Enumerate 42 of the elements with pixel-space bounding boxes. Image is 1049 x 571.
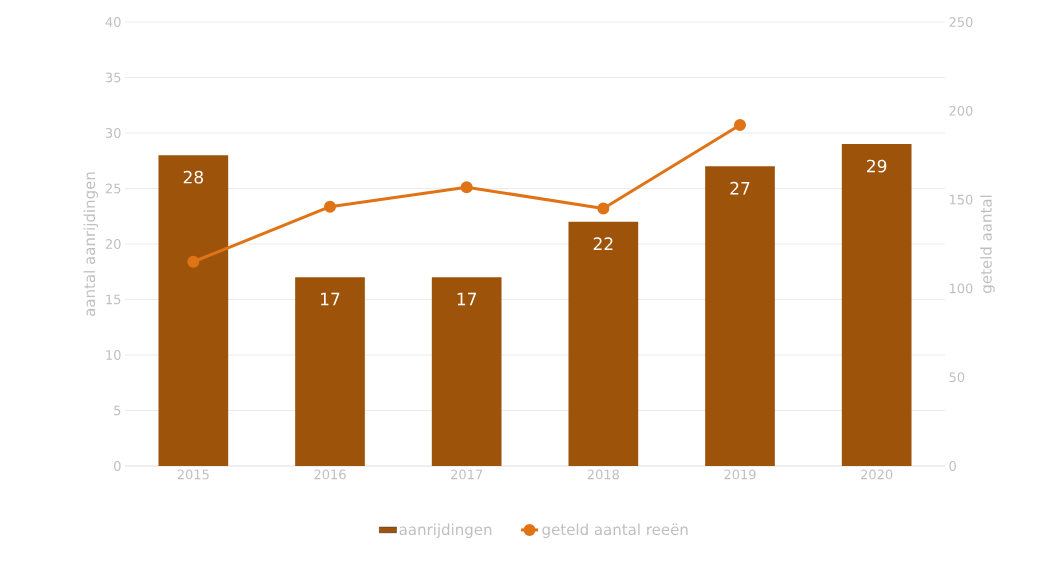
data-label: 22 bbox=[593, 237, 613, 250]
data-label: 17 bbox=[321, 292, 340, 306]
bar bbox=[158, 155, 229, 466]
y-tick-label: 35 bbox=[105, 72, 121, 83]
x-tick-label: 2019 bbox=[724, 469, 756, 480]
y2-tick-label: 150 bbox=[949, 194, 973, 205]
bar bbox=[705, 166, 775, 466]
y-tick-label: 15 bbox=[106, 294, 121, 305]
point bbox=[187, 255, 200, 268]
x-tick-label: 2018 bbox=[587, 469, 619, 480]
legend-label: geteld aantal reeën bbox=[542, 523, 688, 538]
y2-tick-label: 0 bbox=[949, 461, 956, 471]
bar bbox=[431, 277, 502, 466]
y-tick-label: 0 bbox=[114, 461, 121, 471]
data-label: 27 bbox=[730, 181, 750, 195]
data-label: 28 bbox=[183, 170, 203, 184]
point bbox=[597, 202, 610, 215]
legend-label: aanrijdingen bbox=[399, 523, 492, 538]
data-label: 29 bbox=[867, 159, 887, 173]
data-label: 17 bbox=[457, 292, 477, 306]
y-tick-label: 10 bbox=[106, 350, 121, 360]
y-axis-title: aantal aanrijdingen bbox=[83, 172, 99, 316]
x-tick-label: 2017 bbox=[451, 469, 483, 480]
y2-tick-label: 200 bbox=[949, 105, 973, 116]
point bbox=[734, 119, 746, 132]
bar bbox=[568, 221, 639, 466]
y-tick-label: 25 bbox=[105, 183, 121, 194]
y-tick-label: 30 bbox=[105, 128, 121, 138]
y2-tick-label: 50 bbox=[949, 372, 965, 383]
x-tick-label: 2020 bbox=[861, 469, 893, 480]
bar bbox=[841, 144, 912, 466]
y2-axis-title: geteld aantal bbox=[980, 195, 995, 293]
y2-tick-label: 100 bbox=[949, 283, 973, 294]
x-tick-label: 2016 bbox=[314, 469, 346, 480]
point bbox=[324, 200, 337, 213]
x-tick-label: 2015 bbox=[177, 469, 209, 480]
bar bbox=[295, 277, 365, 466]
y-tick-label: 40 bbox=[105, 17, 121, 27]
y2-tick-label: 250 bbox=[949, 17, 973, 27]
y-tick-label: 20 bbox=[105, 239, 121, 249]
point bbox=[460, 181, 473, 194]
y-tick-label: 5 bbox=[114, 405, 121, 416]
